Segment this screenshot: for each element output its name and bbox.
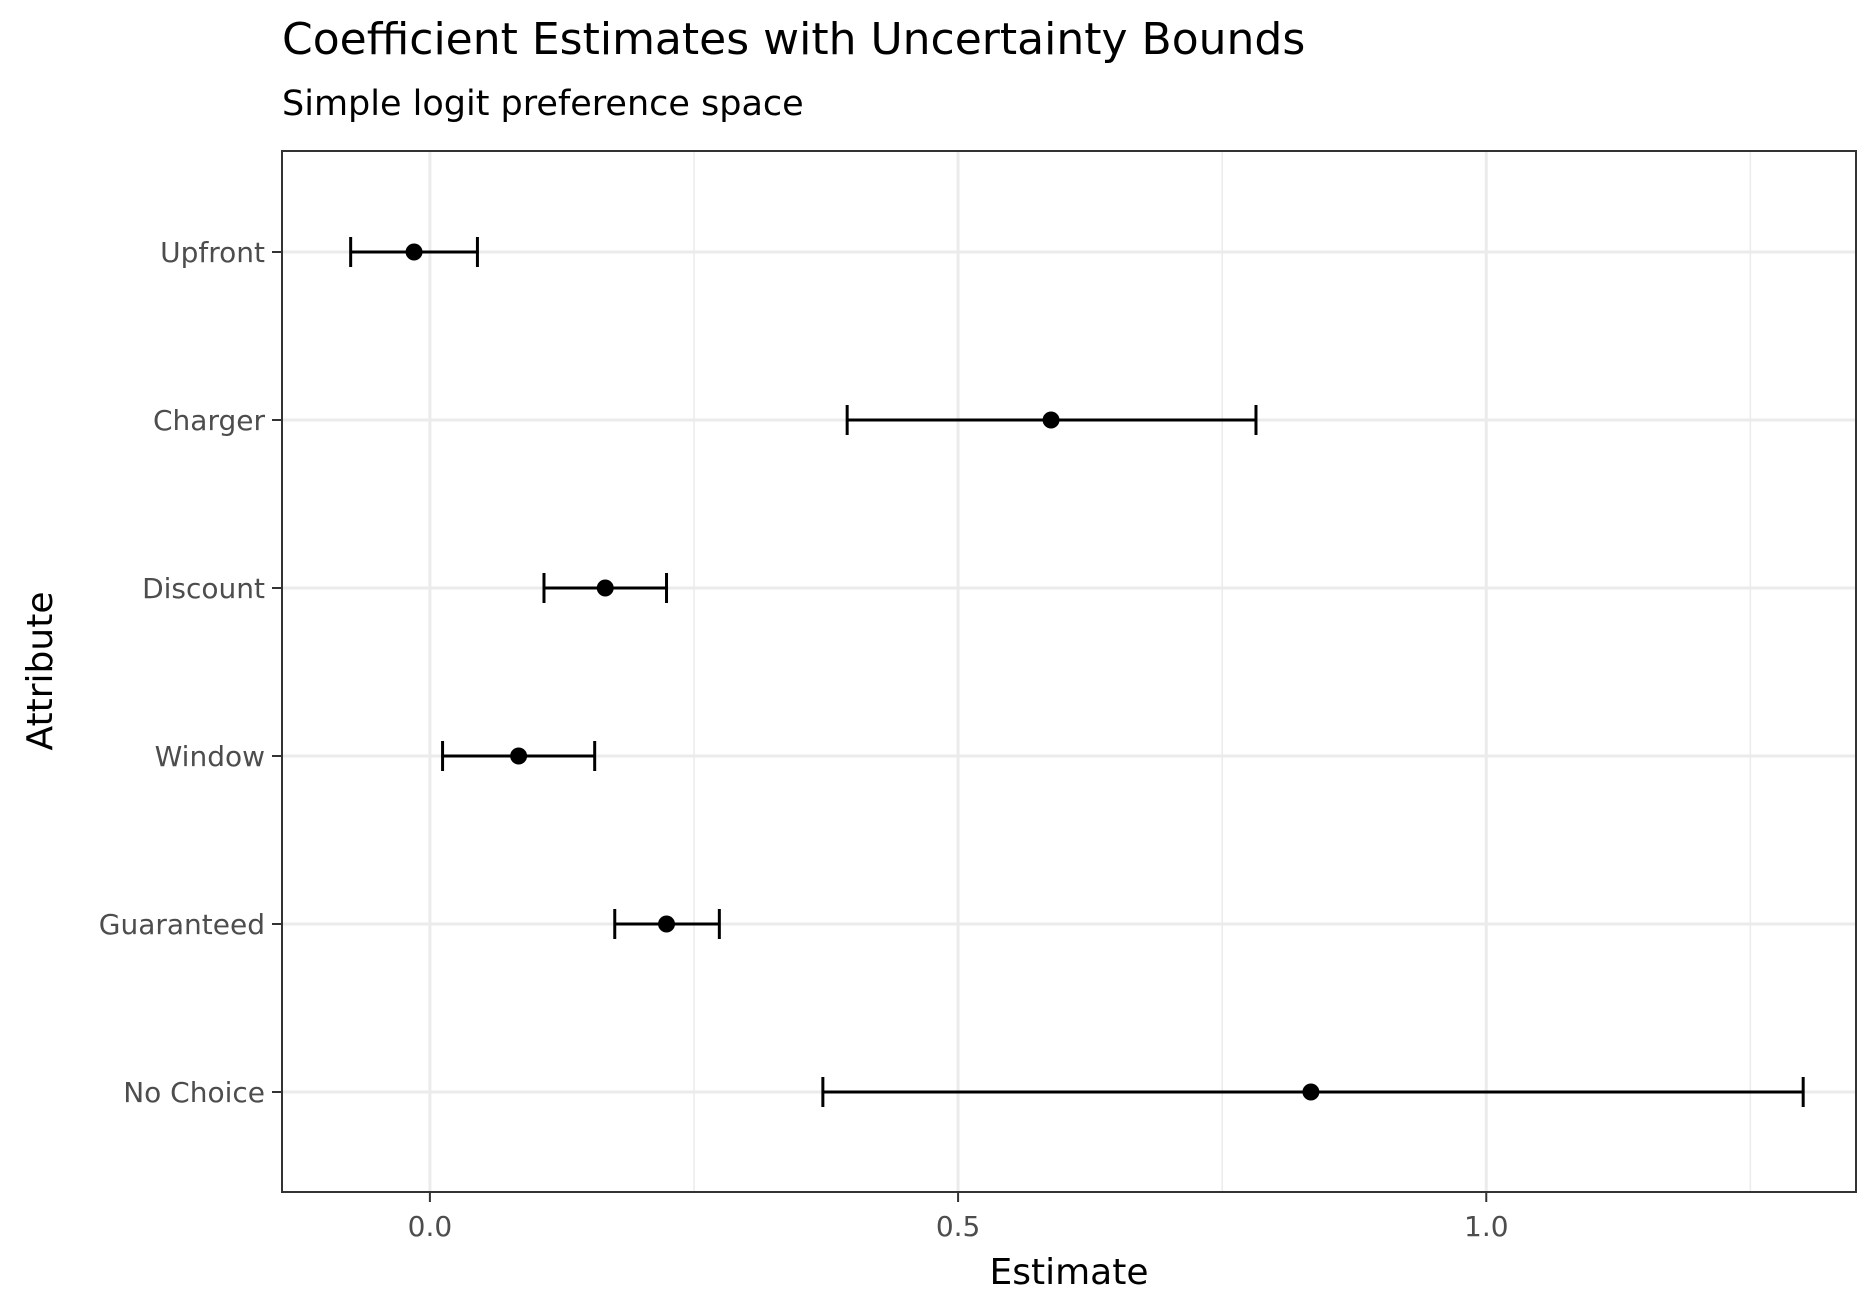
x-tick-label: 1.0 — [1464, 1210, 1509, 1243]
estimate-point-4 — [658, 915, 676, 933]
estimate-point-0 — [405, 243, 423, 261]
grid-layer — [282, 151, 1856, 1192]
panel-border — [281, 150, 1857, 1193]
y-tick-label: Charger — [153, 404, 265, 437]
x-axis-title: Estimate — [989, 1252, 1148, 1293]
marks-layer — [349, 237, 1805, 1107]
chart-subtitle: Simple logit preference space — [282, 84, 804, 124]
estimate-point-2 — [596, 579, 614, 597]
y-tick-label: Guaranteed — [99, 908, 265, 941]
axis-layer: Upfront Charger Discount Window Guaranteed No… — [99, 236, 1509, 1243]
chart-title: Coefficient Estimates with Uncertainty B… — [282, 14, 1306, 65]
x-tick-label: 0.0 — [408, 1210, 453, 1243]
estimate-point-5 — [1302, 1083, 1320, 1101]
y-tick-label: Window — [155, 740, 265, 773]
estimate-point-3 — [510, 747, 528, 765]
estimate-point-1 — [1042, 411, 1060, 429]
y-tick-label: Upfront — [160, 236, 265, 269]
y-tick-label: Discount — [142, 572, 265, 605]
y-axis-title: Attribute — [20, 592, 61, 751]
x-tick-label: 0.5 — [936, 1210, 981, 1243]
y-tick-label: No Choice — [123, 1076, 265, 1109]
